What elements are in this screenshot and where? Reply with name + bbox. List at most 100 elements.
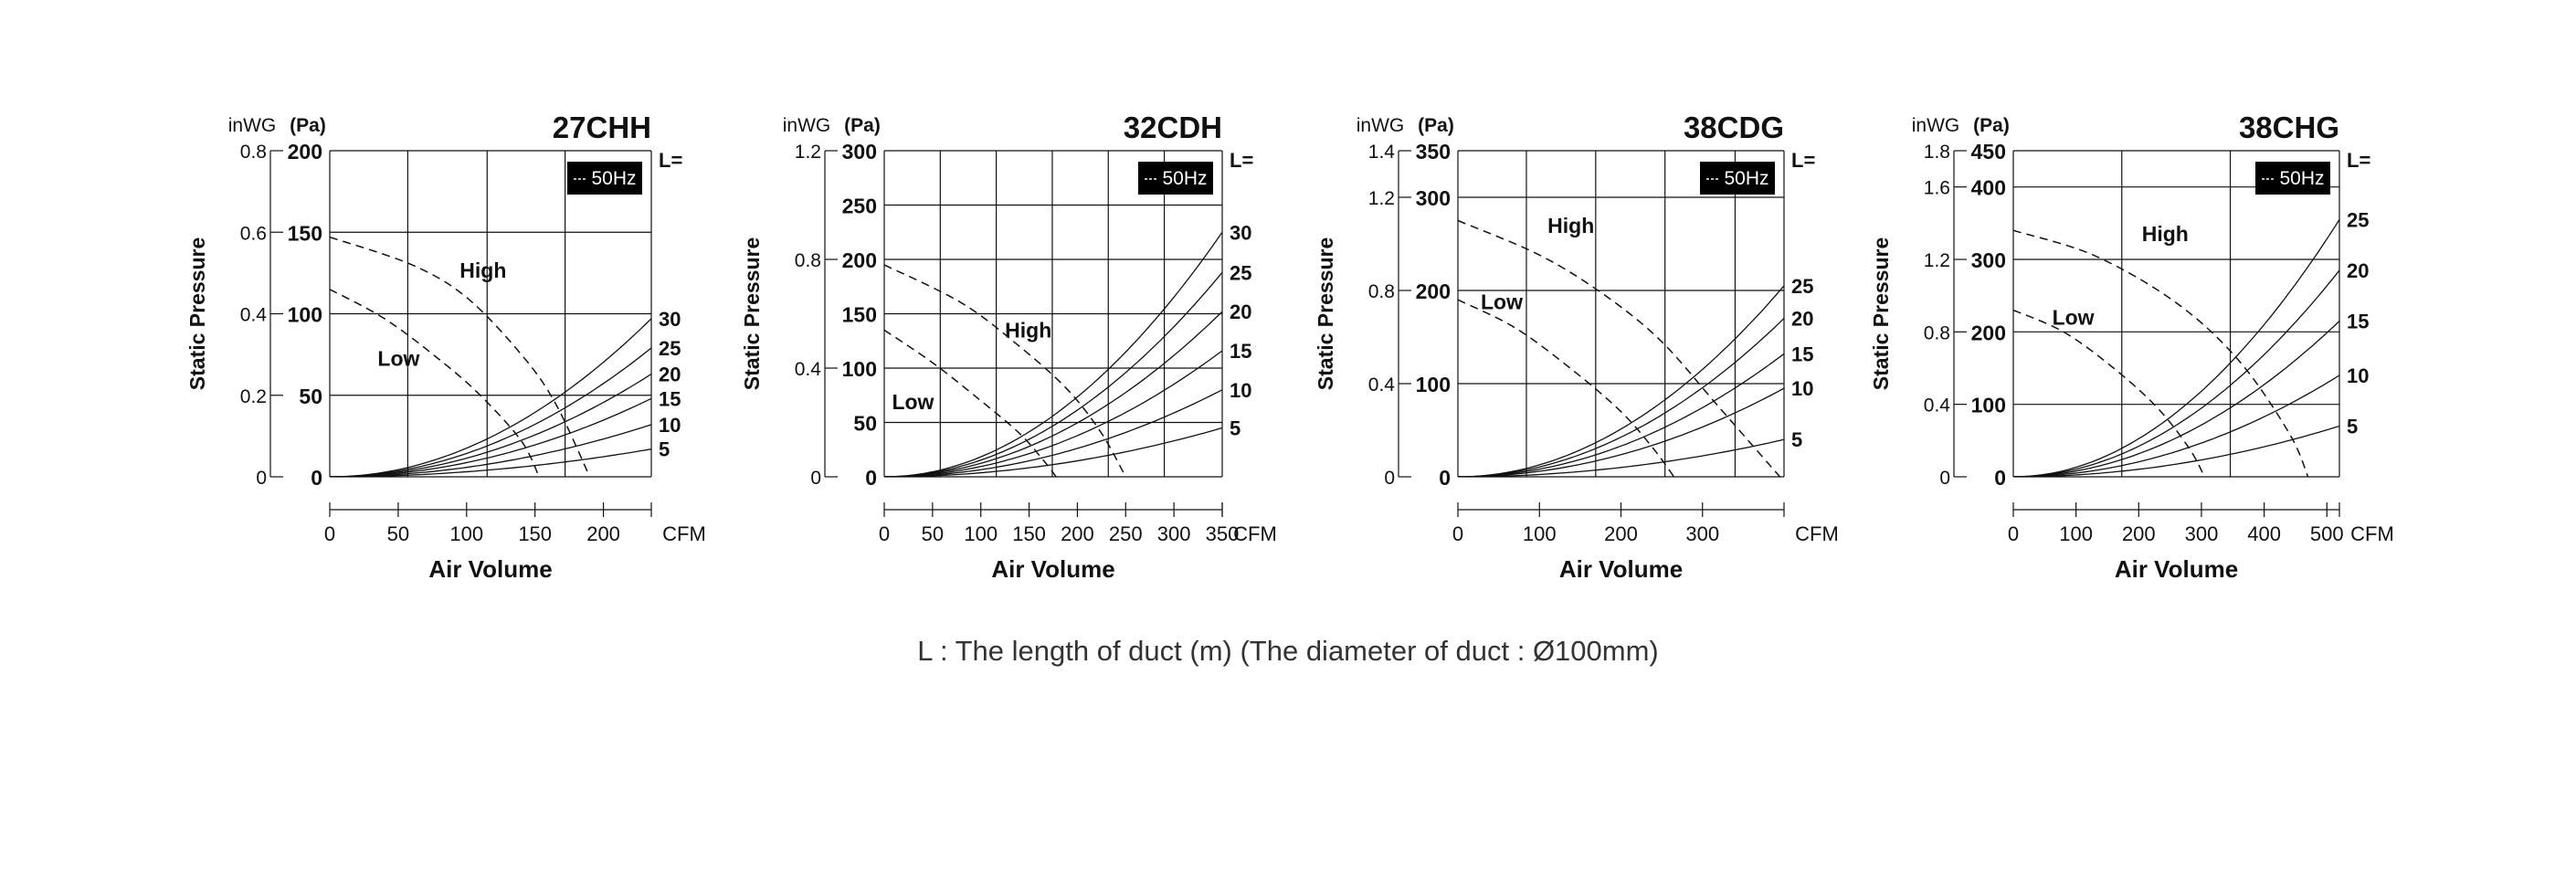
fan-speed-label-high: High [459,258,506,282]
duct-curve-L5 [884,427,1222,477]
duct-curve-L25 [330,347,651,477]
duct-curve-L20 [330,373,651,477]
duct-curve-L30 [330,318,651,477]
y-tick-label-inwg: 1.2 [1924,250,1950,271]
x-tick-label: 100 [449,522,483,545]
y-unit-inwg-label: inWG [1912,115,1960,136]
y-tick-label-inwg: 1.6 [1924,178,1950,199]
y-tick-label-pa: 0 [865,466,877,490]
y-tick-label-pa: 150 [842,303,877,327]
x-tick-label: 100 [2059,522,2093,545]
y-tick-label-inwg: 0 [1384,468,1395,489]
x-axis-title: Air Volume [2115,555,2238,583]
x-tick-label: 500 [2310,522,2344,545]
y-tick-label-pa: 200 [288,140,322,163]
y-tick-label-pa: 300 [1971,248,2006,272]
y-tick-label-pa: 0 [1994,466,2006,490]
duct-curve-L20 [1458,318,1784,477]
duct-curve-L25 [1458,285,1784,477]
duct-length-label: 15 [2347,310,2369,332]
duct-length-caption: L : The length of duct (m) (The diameter… [917,635,1659,667]
frequency-badge-label: 50Hz [591,168,636,189]
x-tick-label: 200 [1061,522,1094,545]
frequency-badge [1700,162,1775,195]
y-tick-label-pa: 250 [842,195,877,218]
x-unit-label: CFM [662,522,706,545]
x-tick-label: 250 [1109,522,1143,545]
duct-curve-L5 [2013,425,2339,477]
y-tick-label-pa: 50 [853,412,877,436]
x-axis-title: Air Volume [1559,555,1683,583]
duct-curve-L15 [884,350,1222,477]
y-unit-inwg-label: inWG [783,115,831,136]
duct-length-label: 5 [1230,417,1240,439]
duct-length-label: 20 [1230,301,1251,323]
fan-curve-low [2013,309,2206,477]
x-tick-label: 150 [1012,522,1046,545]
duct-length-label: 5 [1791,428,1802,451]
y-tick-label-pa: 300 [842,140,877,163]
y-unit-pa-label: (Pa) [1418,115,1454,136]
duct-curve-L30 [884,231,1222,477]
x-unit-label: CFM [1795,522,1839,545]
duct-length-label: 25 [2347,208,2369,231]
x-axis-title: Air Volume [991,555,1114,583]
duct-length-label: 25 [659,337,681,360]
fan-speed-label-low: Low [2053,305,2095,329]
y-tick-label-pa: 150 [288,221,322,245]
y-tick-label-inwg: 0.8 [1924,322,1950,343]
y-tick-label-pa: 0 [311,466,322,490]
duct-curve-L25 [2013,219,2339,477]
fan-speed-label-low: Low [892,390,934,414]
frequency-badge-label: 50Hz [1724,168,1768,189]
x-tick-label: 200 [586,522,620,545]
y-tick-label-pa: 350 [1416,140,1451,163]
y-tick-label-inwg: 0.4 [1924,396,1951,417]
fan-curve-low [330,289,540,477]
duct-curve-L10 [1458,387,1784,477]
y-tick-label-inwg: 0.4 [240,305,268,326]
x-tick-label: 100 [1523,522,1557,545]
y-tick-label-pa: 100 [1416,373,1451,396]
fan-curve-high [2013,229,2309,477]
y-unit-pa-label: (Pa) [844,115,881,136]
x-tick-label: 300 [1685,522,1719,545]
x-tick-label: 300 [1157,522,1191,545]
chart-title: 27CHH [553,111,651,144]
y-unit-inwg-label: inWG [1357,115,1405,136]
x-tick-label: 0 [324,522,335,545]
y-tick-label-inwg: 1.2 [795,142,821,163]
fan-speed-label-low: Low [377,347,419,371]
duct-length-label: 20 [2347,259,2369,282]
duct-curve-L20 [884,311,1222,477]
fan-curve-high [330,236,591,477]
fan-speed-label-low: Low [1481,290,1523,313]
frequency-badge [2255,162,2330,195]
y-tick-label-inwg: 0.8 [1368,281,1395,302]
y-tick-label-pa: 0 [1439,466,1451,490]
duct-curve-L10 [330,424,651,477]
chart-title: 38CDG [1684,111,1784,144]
x-tick-label: 0 [2008,522,2019,545]
x-tick-label: 200 [2122,522,2156,545]
fan-speed-label-high: High [1005,319,1051,343]
chart-title: 32CDH [1124,111,1222,144]
y-tick-label-pa: 200 [842,248,877,272]
duct-curve-L10 [2013,374,2339,477]
x-tick-label: 200 [1604,522,1638,545]
y-tick-label-inwg: 1.8 [1924,142,1950,163]
duct-length-label: 10 [1230,379,1251,402]
y-axis-title: Static Pressure [185,237,209,390]
y-tick-label-inwg: 0.4 [1368,374,1396,396]
x-tick-label: 50 [922,522,944,545]
y-unit-inwg-label: inWG [228,115,277,136]
y-tick-label-inwg: 1.4 [1368,142,1396,163]
x-tick-label: 100 [964,522,998,545]
frequency-badge [567,162,642,195]
y-tick-label-pa: 100 [842,357,877,381]
chart-title: 38CHG [2239,111,2339,144]
fan-speed-label-high: High [2142,222,2189,246]
y-tick-label-inwg: 0 [810,468,821,489]
x-tick-label: 350 [1206,522,1240,545]
